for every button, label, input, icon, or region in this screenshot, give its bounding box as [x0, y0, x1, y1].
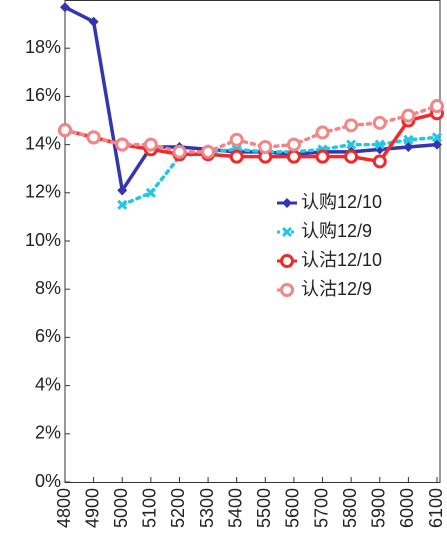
marker — [372, 115, 387, 130]
marker — [229, 132, 244, 147]
marker — [430, 99, 444, 114]
x-tick-label: 6000 — [397, 488, 417, 528]
marker — [258, 140, 273, 155]
marker — [403, 134, 414, 145]
x-tick-label: 5300 — [197, 488, 217, 528]
series-line — [120, 135, 439, 207]
y-tick-label: 12% — [25, 182, 61, 202]
y-tick-label: 8% — [35, 278, 61, 298]
marker — [431, 132, 443, 143]
marker — [229, 149, 244, 164]
marker — [145, 187, 156, 198]
plot-frame — [64, 0, 441, 483]
marker — [60, 2, 70, 13]
y-tick-label: 10% — [25, 230, 61, 250]
marker — [280, 283, 294, 297]
marker — [346, 139, 357, 150]
x-tick-label: 4800 — [54, 488, 74, 528]
marker — [372, 154, 387, 169]
legend-label: 认沽12/9 — [301, 279, 372, 299]
marker — [201, 144, 216, 159]
marker — [115, 137, 130, 152]
x-tick-label: 5600 — [283, 488, 303, 528]
y-tick-label: 4% — [35, 374, 61, 394]
x-tick-label: 5100 — [140, 488, 160, 528]
marker — [117, 199, 128, 210]
x-tick-label: 4900 — [82, 488, 102, 528]
legend-label: 认购12/10 — [301, 192, 382, 212]
y-tick-label: 18% — [25, 37, 61, 57]
marker — [172, 144, 187, 159]
marker — [282, 198, 292, 208]
legend-label: 认沽12/10 — [301, 250, 382, 270]
series-line — [63, 5, 439, 196]
marker — [286, 149, 301, 164]
marker — [315, 149, 330, 164]
marker — [281, 226, 293, 238]
y-tick-label: 14% — [25, 133, 61, 153]
x-tick-label: 5700 — [311, 488, 331, 528]
marker — [143, 137, 158, 152]
x-tick-label: 5800 — [340, 488, 360, 528]
x-tick-label: 5000 — [111, 488, 131, 528]
y-tick-label: 6% — [35, 326, 61, 346]
x-tick-label: 6100 — [426, 488, 446, 528]
x-tick-label: 5200 — [168, 488, 188, 528]
marker — [86, 130, 101, 145]
marker — [403, 142, 414, 153]
y-tick-label: 16% — [25, 85, 61, 105]
x-tick-label: 5500 — [254, 488, 274, 528]
x-tick-label: 5900 — [369, 488, 389, 528]
legend-label: 认购12/9 — [301, 221, 372, 241]
marker — [286, 137, 301, 152]
marker — [280, 254, 294, 268]
marker — [117, 185, 128, 196]
marker — [344, 149, 359, 164]
marker — [344, 118, 359, 133]
x-tick-label: 5400 — [225, 488, 245, 528]
marker — [401, 108, 416, 123]
marker — [88, 16, 99, 27]
marker — [432, 139, 442, 150]
marker — [374, 139, 385, 150]
marker — [58, 123, 72, 138]
y-tick-label: 2% — [35, 423, 61, 443]
marker — [315, 125, 330, 140]
y-tick-label: 0% — [35, 471, 61, 491]
